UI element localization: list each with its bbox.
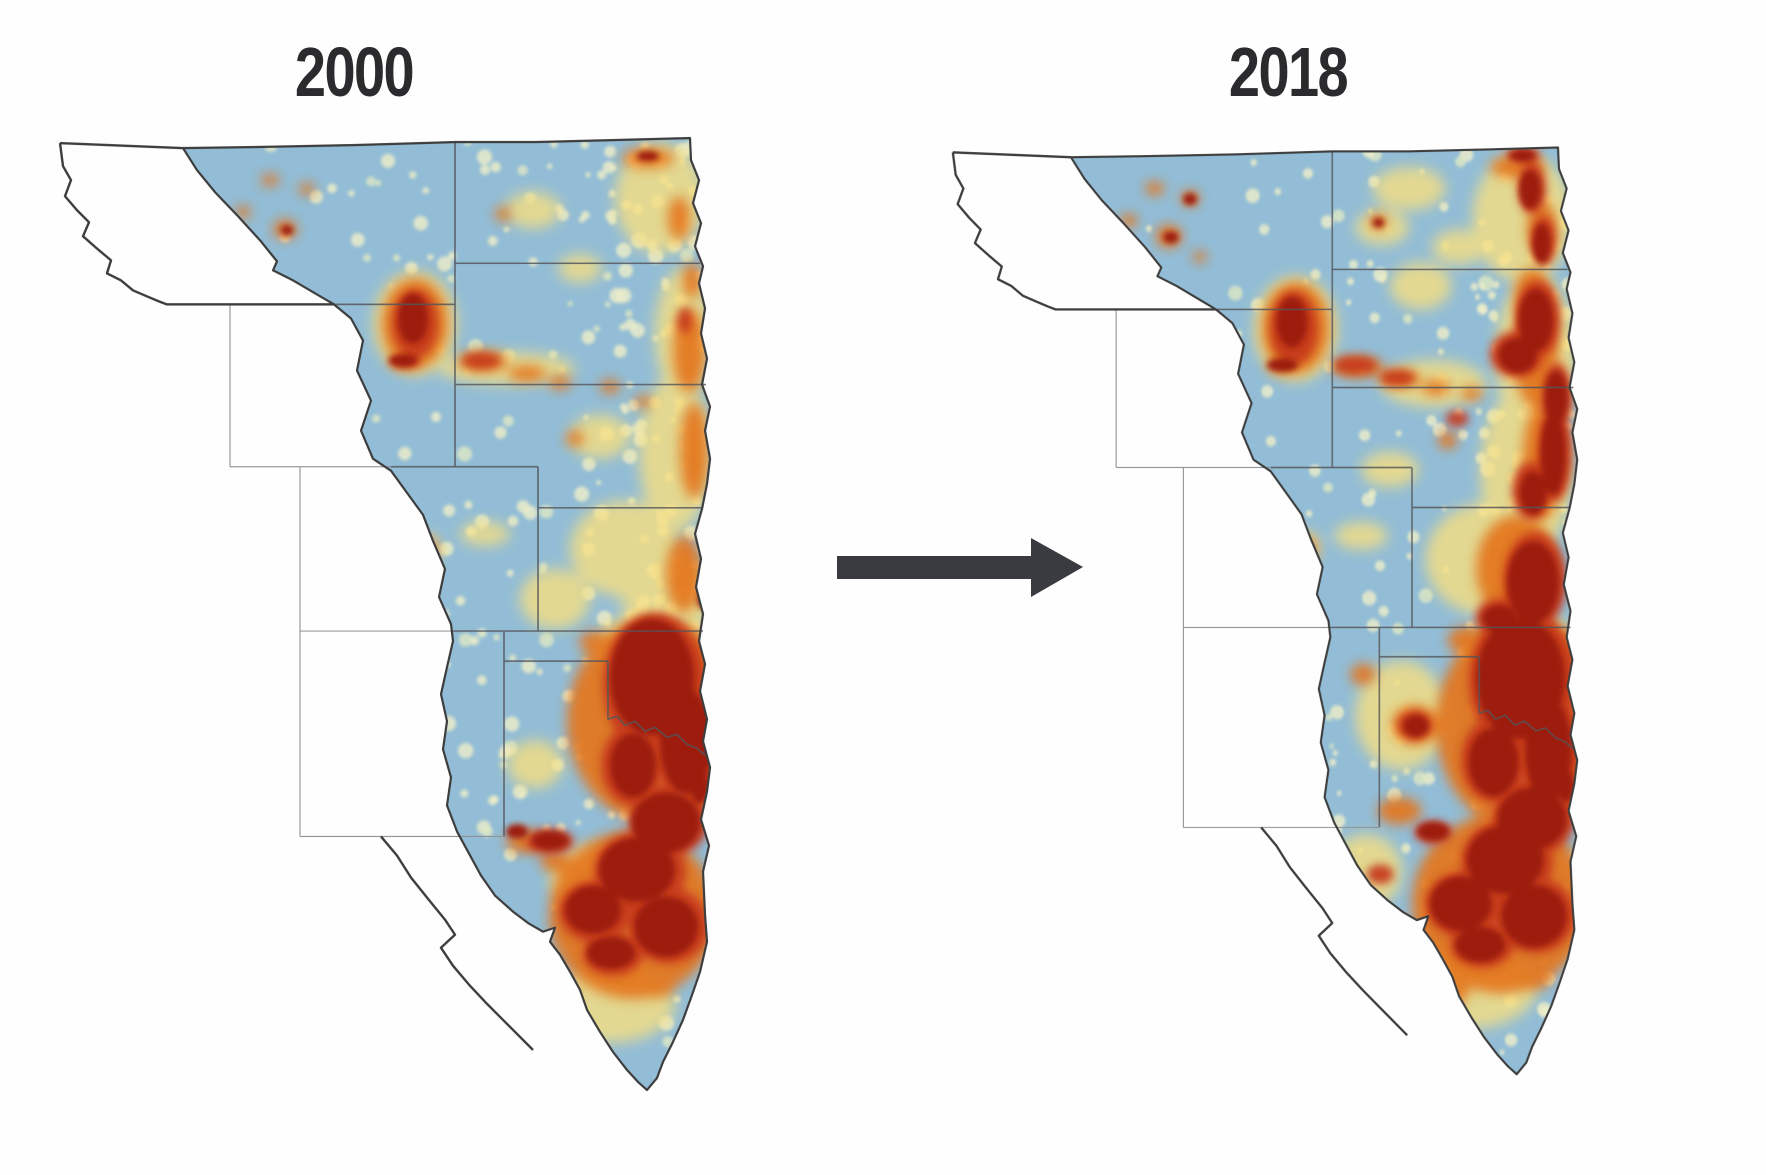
- state-lines: [1216, 151, 1574, 828]
- state-lines: [334, 142, 706, 837]
- state-lines-outside-region: [229, 304, 504, 838]
- plains-map-svg: [58, 136, 712, 1092]
- texas-outline: [1260, 826, 1408, 1037]
- arrow-shaft: [837, 556, 1035, 579]
- arrow-head: [1031, 538, 1083, 597]
- montana-outline: [951, 151, 1217, 311]
- map-title-2018: 2018: [1228, 33, 1349, 111]
- arrow-icon: [835, 533, 1085, 601]
- montana-outline: [58, 141, 334, 306]
- texas-outline: [380, 835, 534, 1051]
- region-outline: [181, 136, 712, 1092]
- map-title-2000: 2000: [294, 33, 415, 111]
- plains-map-svg: [951, 146, 1579, 1076]
- heat-layer-darkred: [1163, 149, 1575, 963]
- state-lines-outside-region: [1115, 309, 1380, 828]
- map-2000: [55, 118, 715, 1100]
- map-2018: [948, 128, 1582, 1084]
- heat-layer-darkred: [281, 151, 710, 969]
- region-outline: [1069, 146, 1579, 1076]
